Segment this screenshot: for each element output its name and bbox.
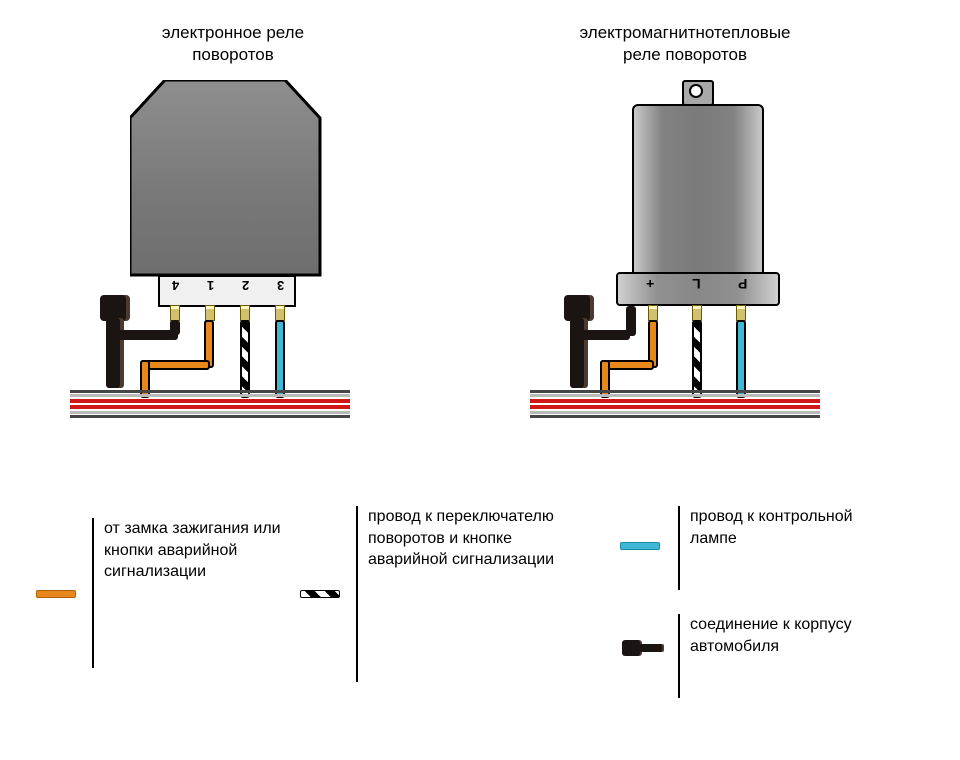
ground-stem-left <box>106 318 120 388</box>
legend-swatch-ground-stem <box>636 644 662 652</box>
wire-black-right-h <box>578 330 630 340</box>
title-left: электронное реле поворотов <box>108 22 358 66</box>
legend-text-dashed: провод к переключателю поворотов и кнопк… <box>368 506 578 571</box>
relay1-pin-1 <box>170 305 180 321</box>
pin-label-3: 3 <box>277 278 284 293</box>
legend-text-blue: провод к контрольной лампе <box>690 506 890 549</box>
legend-bar-ground <box>678 614 680 698</box>
wire-blue-left <box>275 320 285 398</box>
cable-bundle-left <box>70 390 350 418</box>
relay2-pin-2 <box>692 305 702 321</box>
legend-bar-orange <box>92 518 94 668</box>
relay2-pin-3 <box>736 305 746 321</box>
relay1-pin-2 <box>205 305 215 321</box>
pin-label-P: P <box>738 276 747 292</box>
legend-text-ground: соединение к корпусу автомобиля <box>690 614 890 657</box>
pin-label-2: 2 <box>242 278 249 293</box>
wire-black-left-h <box>116 330 178 340</box>
legend-swatch-dashed <box>300 590 340 598</box>
relay2-body <box>632 104 764 276</box>
legend-swatch-orange <box>36 590 76 598</box>
wire-dashed-right <box>692 320 702 398</box>
relay1-pin-4 <box>275 305 285 321</box>
pin-label-4: 4 <box>172 278 179 293</box>
legend-bar-dashed <box>356 506 358 682</box>
ground-stem-right <box>570 318 584 388</box>
relay2-tab-hole <box>689 84 703 98</box>
legend-text-orange: от замка зажигания или кнопки аварийной … <box>104 518 284 583</box>
legend-swatch-blue <box>620 542 660 550</box>
wire-orange-left-h <box>140 360 210 370</box>
wire-blue-right <box>736 320 746 398</box>
legend-bar-blue <box>678 506 680 590</box>
pin-label-plus: + <box>646 276 654 292</box>
relay1-pin-3 <box>240 305 250 321</box>
title-right: электромагнитнотепловые реле поворотов <box>520 22 850 66</box>
relay2-pin-1 <box>648 305 658 321</box>
pin-label-L: L <box>692 276 701 292</box>
cable-bundle-right <box>530 390 820 418</box>
pin-label-1: 1 <box>207 278 214 293</box>
wire-black-right-v <box>626 306 636 336</box>
wire-dashed-left <box>240 320 250 398</box>
